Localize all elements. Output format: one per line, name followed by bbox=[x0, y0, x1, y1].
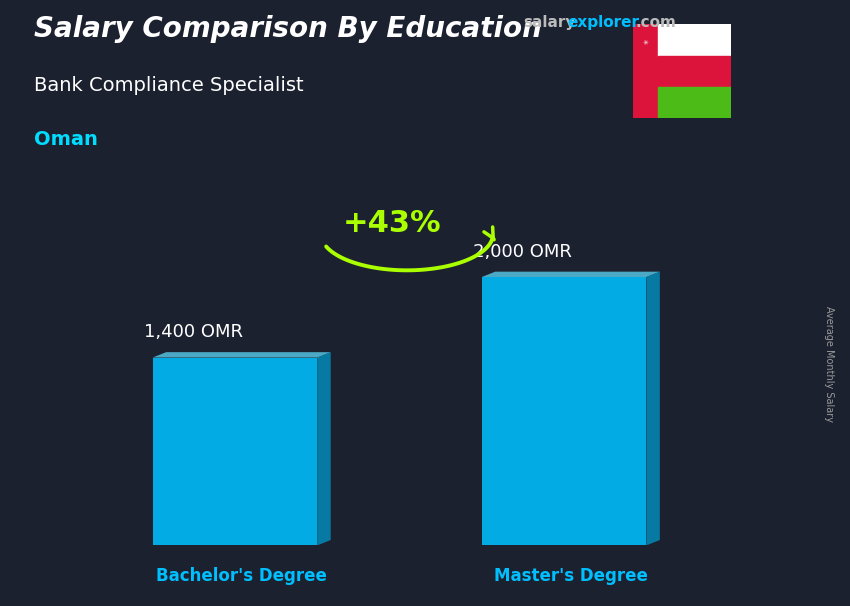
Polygon shape bbox=[482, 271, 660, 277]
Bar bbox=[658, 24, 731, 56]
Bar bbox=[658, 87, 731, 118]
Text: Master's Degree: Master's Degree bbox=[494, 567, 648, 585]
Bar bbox=[633, 24, 658, 118]
Text: explorer: explorer bbox=[568, 15, 640, 30]
Text: .com: .com bbox=[636, 15, 677, 30]
Text: Bank Compliance Specialist: Bank Compliance Specialist bbox=[34, 76, 303, 95]
Text: Salary Comparison By Education: Salary Comparison By Education bbox=[34, 15, 542, 43]
Bar bbox=[482, 277, 646, 545]
Text: salary: salary bbox=[523, 15, 575, 30]
Bar bbox=[658, 56, 731, 87]
Text: ✳: ✳ bbox=[643, 40, 649, 46]
Bar bbox=[153, 358, 317, 545]
Text: Bachelor's Degree: Bachelor's Degree bbox=[156, 567, 327, 585]
Polygon shape bbox=[153, 352, 331, 358]
Text: 1,400 OMR: 1,400 OMR bbox=[144, 324, 243, 341]
Text: +43%: +43% bbox=[343, 209, 441, 238]
Polygon shape bbox=[646, 271, 660, 545]
Text: Oman: Oman bbox=[34, 130, 98, 149]
Polygon shape bbox=[317, 352, 331, 545]
Text: Average Monthly Salary: Average Monthly Salary bbox=[824, 305, 834, 422]
Text: 2,000 OMR: 2,000 OMR bbox=[473, 243, 572, 261]
